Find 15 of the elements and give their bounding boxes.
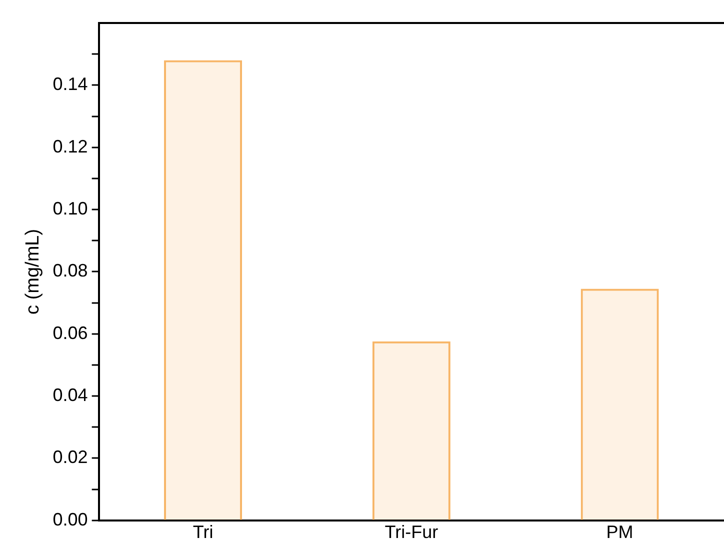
y-axis-title: c (mg/mL) [22,228,44,314]
y-tick-label: 0.02 [52,447,88,468]
x-tick-label: Tri-Fur [384,522,438,542]
y-tick-label: 0.00 [52,509,88,530]
x-tick-label: Tri [192,522,214,542]
y-tick-label: 0.06 [52,322,88,343]
x-tick-label: PM [606,522,634,542]
y-tick-label: 0.08 [52,260,88,281]
y-tick-label: 0.04 [52,385,88,406]
bar [164,60,242,520]
y-tick-label: 0.12 [52,136,88,156]
y-tick-label: 0.14 [52,74,88,94]
bar [580,288,659,520]
bar [372,341,450,520]
y-tick-label: 0.10 [52,198,88,218]
